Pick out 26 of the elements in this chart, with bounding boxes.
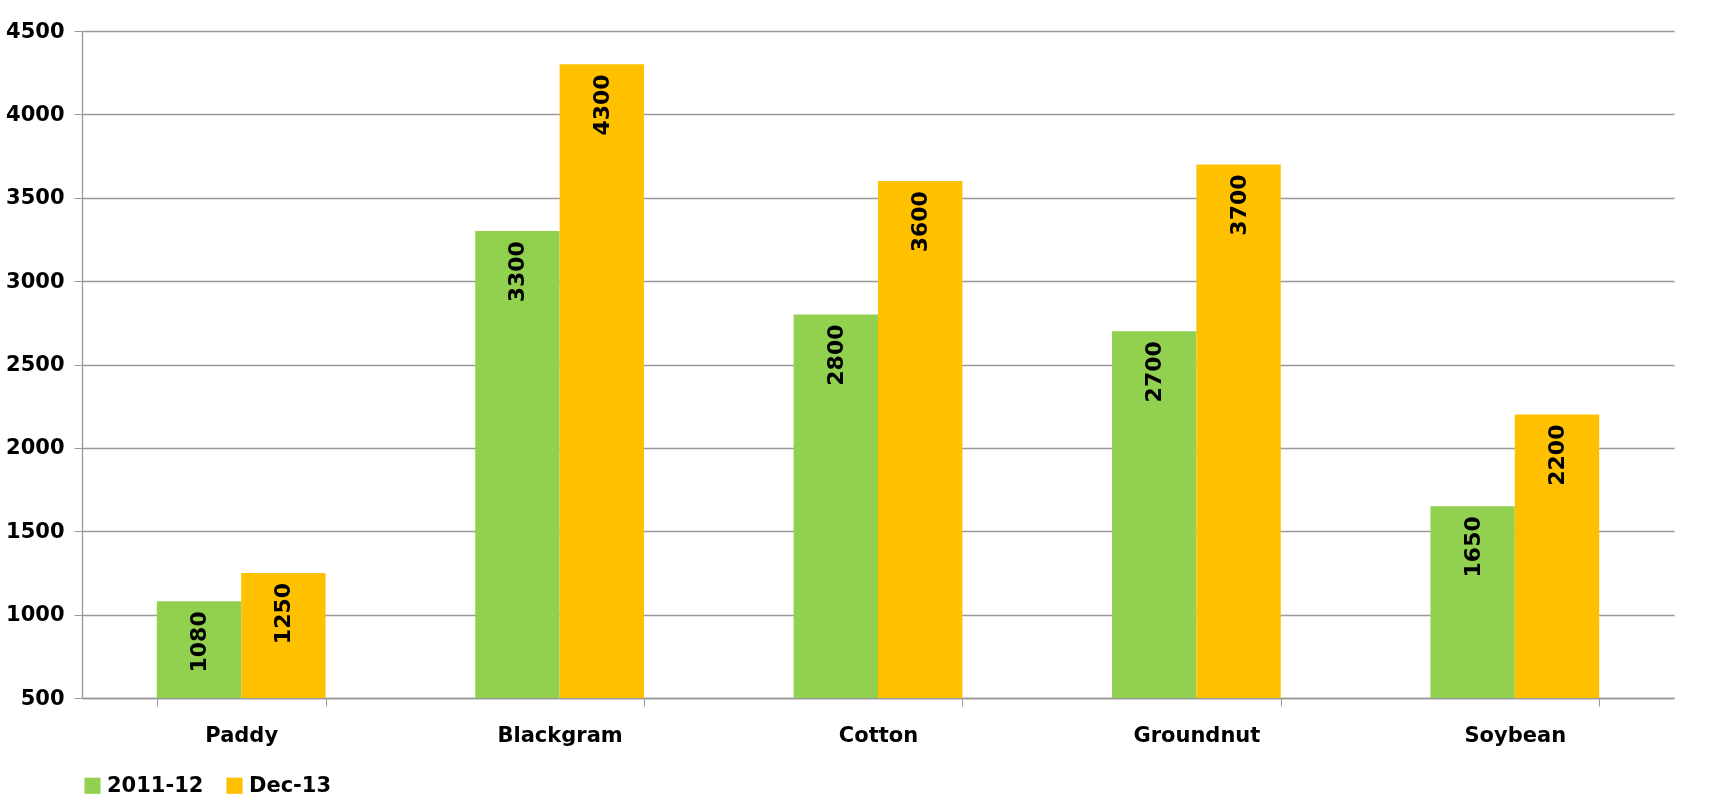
legend-label: 2011-12 — [107, 772, 204, 797]
y-tick-label: 2500 — [6, 352, 65, 376]
data-label: 2800 — [822, 324, 848, 386]
data-label: 2200 — [1543, 424, 1569, 486]
data-label: 3300 — [504, 241, 530, 303]
data-label: 4300 — [588, 74, 614, 136]
legend-label: Dec-13 — [249, 772, 332, 797]
data-label: 3700 — [1225, 174, 1251, 236]
x-tick-label: Cotton — [838, 722, 919, 747]
y-tick-label: 2000 — [6, 435, 65, 460]
data-label: 1080 — [186, 611, 212, 673]
y-tick-label: 500 — [20, 685, 65, 710]
y-tick-label: 4000 — [6, 101, 65, 126]
data-label: 2700 — [1141, 341, 1167, 403]
x-tick-label: Paddy — [205, 722, 279, 747]
data-label: 1250 — [270, 582, 296, 645]
y-tick-label: 1000 — [6, 602, 65, 627]
x-tick-label: Blackgram — [497, 722, 623, 747]
y-tick-label: 3500 — [6, 185, 65, 210]
x-tick-label: Soybean — [1464, 722, 1567, 747]
x-tick-label: Groundnut — [1133, 722, 1261, 747]
data-label: 3600 — [907, 191, 933, 253]
data-label: 1650 — [1459, 516, 1485, 578]
y-tick-label: 4500 — [6, 18, 65, 43]
y-tick-label: 1500 — [6, 518, 65, 543]
y-tick-label: 3000 — [6, 268, 65, 293]
